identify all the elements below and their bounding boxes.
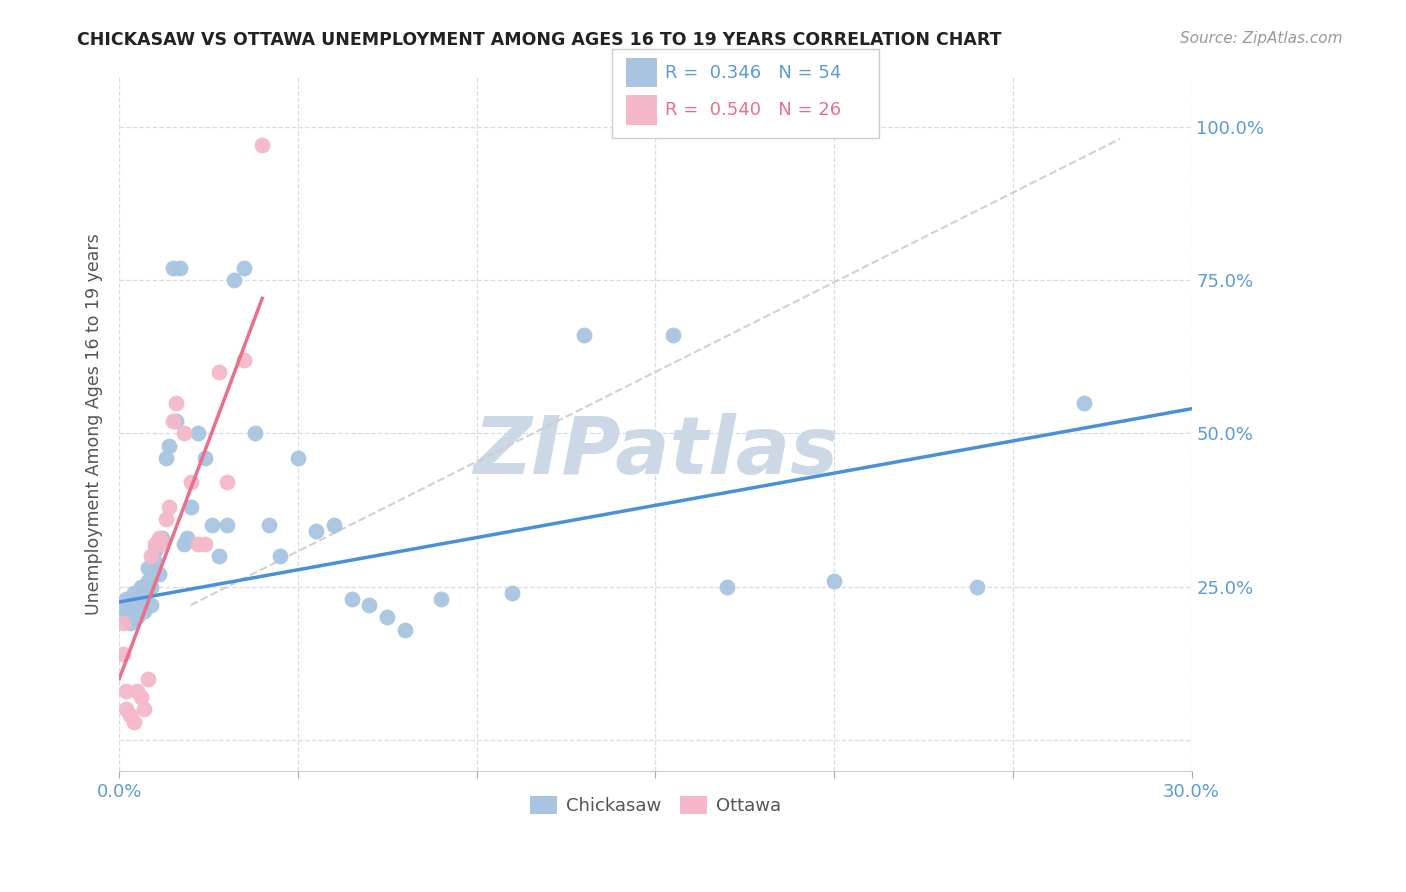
Point — [662, 328, 685, 343]
Point — [129, 690, 152, 704]
Point — [187, 426, 209, 441]
Point — [394, 623, 416, 637]
Point — [157, 438, 180, 452]
Point — [233, 352, 256, 367]
Point — [966, 580, 988, 594]
Point — [162, 414, 184, 428]
Point — [143, 542, 166, 557]
Point — [115, 591, 138, 606]
Point — [127, 610, 149, 624]
Point — [134, 604, 156, 618]
Point — [122, 714, 145, 729]
Point — [430, 591, 453, 606]
Point — [180, 500, 202, 514]
Point — [305, 524, 328, 539]
Point — [201, 518, 224, 533]
Point — [176, 531, 198, 545]
Point — [155, 450, 177, 465]
Point — [150, 531, 173, 545]
Point — [173, 537, 195, 551]
Point — [194, 450, 217, 465]
Point — [269, 549, 291, 563]
Point — [173, 426, 195, 441]
Text: CHICKASAW VS OTTAWA UNEMPLOYMENT AMONG AGES 16 TO 19 YEARS CORRELATION CHART: CHICKASAW VS OTTAWA UNEMPLOYMENT AMONG A… — [77, 31, 1002, 49]
Point — [233, 260, 256, 275]
Point — [215, 475, 238, 490]
Point — [127, 684, 149, 698]
Point — [287, 450, 309, 465]
Point — [187, 537, 209, 551]
Point — [155, 512, 177, 526]
Text: R =  0.540   N = 26: R = 0.540 N = 26 — [665, 101, 841, 120]
Point — [243, 426, 266, 441]
Point — [150, 537, 173, 551]
Point — [134, 586, 156, 600]
Point — [716, 580, 738, 594]
Point — [111, 647, 134, 661]
Point — [122, 604, 145, 618]
Point — [118, 598, 141, 612]
Point — [143, 537, 166, 551]
Point — [115, 702, 138, 716]
Point — [1073, 395, 1095, 409]
Point — [322, 518, 344, 533]
Point — [208, 365, 231, 379]
Point — [194, 537, 217, 551]
Point — [129, 598, 152, 612]
Point — [340, 591, 363, 606]
Point — [115, 684, 138, 698]
Point — [118, 708, 141, 723]
Point — [122, 586, 145, 600]
Point — [136, 574, 159, 588]
Point — [118, 616, 141, 631]
Point — [141, 580, 163, 594]
Point — [359, 598, 381, 612]
Point — [157, 500, 180, 514]
Point — [134, 702, 156, 716]
Point — [129, 580, 152, 594]
Y-axis label: Unemployment Among Ages 16 to 19 years: Unemployment Among Ages 16 to 19 years — [86, 233, 103, 615]
Point — [148, 567, 170, 582]
Point — [141, 549, 163, 563]
Text: R =  0.346   N = 54: R = 0.346 N = 54 — [665, 63, 841, 82]
Point — [148, 531, 170, 545]
Point — [377, 610, 399, 624]
Point — [259, 518, 281, 533]
Point — [823, 574, 845, 588]
Point — [166, 395, 188, 409]
Point — [166, 414, 188, 428]
Point — [143, 555, 166, 569]
Point — [141, 598, 163, 612]
Point — [215, 518, 238, 533]
Legend: Chickasaw, Ottawa: Chickasaw, Ottawa — [522, 787, 790, 824]
Point — [501, 586, 523, 600]
Point — [115, 610, 138, 624]
Point — [252, 137, 274, 152]
Point — [111, 604, 134, 618]
Point — [136, 672, 159, 686]
Point — [127, 591, 149, 606]
Point — [222, 273, 245, 287]
Point — [169, 260, 191, 275]
Point — [572, 328, 595, 343]
Point — [208, 549, 231, 563]
Point — [180, 475, 202, 490]
Point — [111, 616, 134, 631]
Point — [136, 561, 159, 575]
Text: ZIPatlas: ZIPatlas — [472, 413, 838, 491]
Point — [162, 260, 184, 275]
Text: Source: ZipAtlas.com: Source: ZipAtlas.com — [1180, 31, 1343, 46]
